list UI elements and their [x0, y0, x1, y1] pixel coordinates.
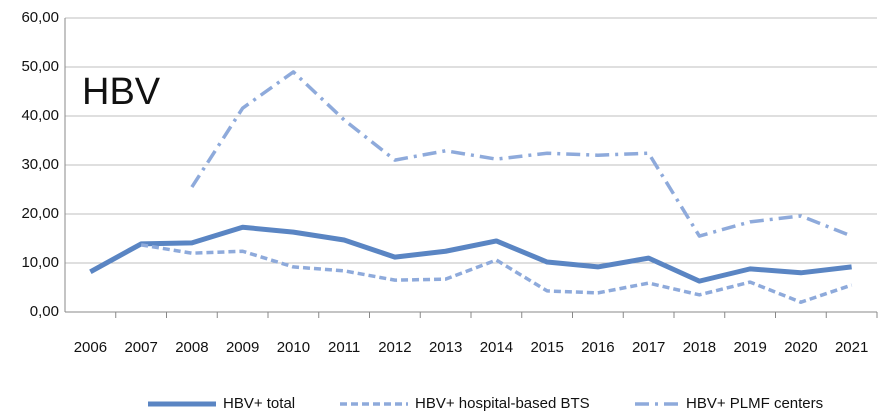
x-tick-label: 2008 [175, 339, 208, 356]
x-tick-label: 2015 [530, 339, 563, 356]
y-tick-label: 0,00 [30, 303, 59, 320]
y-tick-label: 30,00 [21, 156, 59, 173]
series-line [89, 224, 852, 284]
legend-label: HBV+ PLMF centers [686, 395, 823, 412]
y-tick-label: 60,00 [21, 9, 59, 26]
x-tick-label: 2020 [784, 339, 817, 356]
x-tick-label: 2017 [632, 339, 665, 356]
y-tick-label: 20,00 [21, 205, 59, 222]
x-tick-label: 2018 [683, 339, 716, 356]
legend-label: HBV+ total [223, 395, 295, 412]
x-tick-label: 2009 [226, 339, 259, 356]
x-tick-label: 2011 [328, 339, 360, 356]
y-tick-label: 50,00 [21, 58, 59, 75]
x-tick-label: 2014 [480, 339, 513, 356]
x-tick-label: 2006 [74, 339, 107, 356]
series-line [140, 243, 853, 304]
x-tick-label: 2007 [124, 339, 157, 356]
y-tick-label: 10,00 [21, 254, 59, 271]
x-tick-label: 2016 [581, 339, 614, 356]
y-tick-label: 40,00 [21, 107, 59, 124]
annotation: HBV [82, 71, 161, 113]
legend-label: HBV+ hospital-based BTS [415, 395, 590, 412]
x-tick-label: 2021 [835, 339, 868, 356]
series-line [190, 70, 853, 238]
x-tick-label: 2012 [378, 339, 411, 356]
x-tick-label: 2010 [277, 339, 310, 356]
x-tick-label: 2019 [733, 339, 766, 356]
x-tick-label: 2013 [429, 339, 462, 356]
